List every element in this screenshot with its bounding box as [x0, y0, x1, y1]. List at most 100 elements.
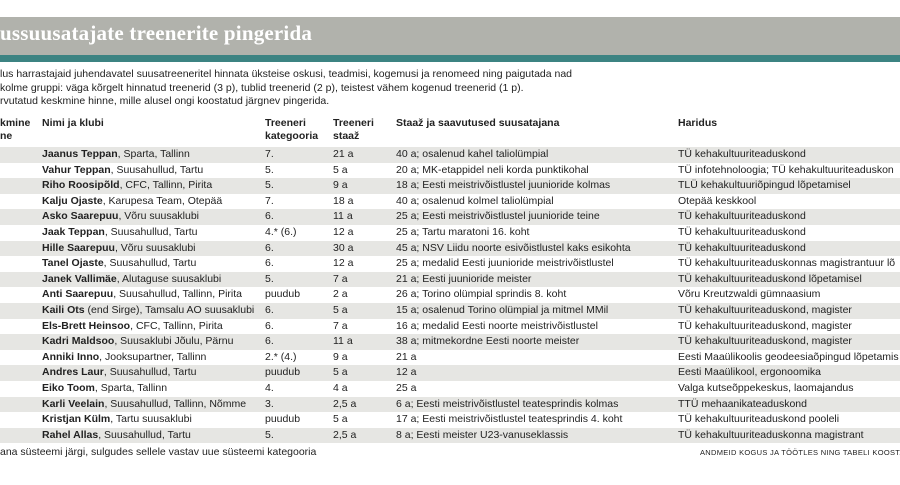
coach-name: Jaak Teppan [42, 225, 105, 238]
tenure-cell: 5 a [333, 413, 348, 426]
achievements-cell: 15 a; osalenud Torino olümpial ja mitmel… [396, 302, 678, 319]
coach-name: Karli Veelain [42, 397, 105, 410]
col-header-category: Treeneri kategooria [265, 117, 319, 142]
name-club-cell: Janek Vallimäe, Alutaguse suusaklubi [42, 271, 265, 288]
table-row: Tanel Ojaste, Suusahullud, Tartu 6. 12 a 25… [0, 256, 900, 272]
name-club-cell: Hille Saarepuu, Võru suusaklubi [42, 240, 265, 257]
col-header-achievements: Staaž ja saavutused suusatajana [396, 117, 560, 129]
club-name: , Suusahullud, Tartu [98, 428, 191, 441]
col-header-name: Nimi ja klubi [42, 117, 104, 129]
coach-name: Hille Saarepuu [42, 241, 115, 254]
category-cell: 6. [265, 209, 333, 225]
name-club-cell: Kaili Ots (end Sirge), Tamsalu AO suusak… [42, 302, 265, 319]
table-row: Hille Saarepuu, Võru suusaklubi 6. 30 a 45 … [0, 240, 900, 257]
education-cell: TÜ kehakultuuriteaduskond [678, 240, 900, 257]
rank-cell [0, 365, 42, 381]
club-name: , Jooksupartner, Tallinn [99, 350, 207, 363]
tenure-cell: 2,5 a [333, 427, 396, 444]
rank-cell [0, 334, 42, 350]
table-row: Kadri Maldsoo, Suusaklubi Jõulu, Pärnu 6.… [0, 334, 900, 350]
rank-cell [0, 396, 42, 413]
name-club-cell: Kristjan Külm, Tartu suusaklubi [42, 412, 265, 428]
table-row: Karli Veelain, Suusahullud, Tallinn, Nõm… [0, 396, 900, 413]
tenure-cell: 9 a [333, 350, 348, 363]
achievements-cell: 38 a; mitmekordne Eesti noorte meister [396, 334, 678, 350]
col-header-education: Haridus [678, 117, 718, 129]
title-bar [0, 17, 900, 55]
club-name: , Sparta, Tallinn [117, 148, 190, 160]
category-cell: 3. [265, 396, 333, 413]
name-club-cell: Anti Saarepuu, Suusahullud, Tallinn, Pir… [42, 287, 265, 303]
coach-name: Kalju Ojaste [42, 194, 103, 207]
achievements-cell: 6 a; Eesti meistrivõistlustel teatesprin… [396, 396, 678, 413]
club-name: , Võru suusaklubi [114, 241, 196, 254]
club-name: , CFC, Tallinn, Pirita [119, 179, 213, 192]
education-cell: TÜ kehakultuuriteaduskonnas magistrantuu… [678, 257, 896, 270]
credit-line: ANDMEID KOGUS JA TÖÖTLES NING TABELI KOO… [700, 448, 900, 457]
club-name: , Tartu suusaklubi [110, 413, 192, 426]
category-cell: 5. [265, 163, 274, 176]
table-row: Eiko Toom, Sparta, Tallinn 4. 4 a 25 a Valga… [0, 381, 900, 397]
tenure-cell: 5 a [333, 302, 396, 319]
category-cell: 7. [265, 194, 274, 207]
rank-cell [0, 412, 42, 428]
education-cell: TÜ kehakultuuriteaduskond pooleli [678, 413, 840, 426]
education-cell: TÜ infotehnoloogia; TÜ kehakultuuriteadu… [678, 163, 894, 176]
category-cell: 5. [265, 178, 333, 194]
category-cell: 5. [265, 271, 333, 288]
achievements-cell: 18 a; Eesti meistrivõistlustel juuniorid… [396, 178, 678, 194]
achievements-cell: 16 a; medalid Eesti noorte meistrivõistl… [396, 319, 598, 332]
intro-line: lus harrastajaid juhendavatel suusatreen… [0, 68, 573, 80]
education-cell: TÜ kehakultuuriteaduskond [678, 225, 806, 238]
category-cell: 5. [265, 427, 333, 444]
tenure-cell: 11 a [333, 334, 396, 350]
achievements-cell: 8 a; Eesti meister U23-vanuseklassis [396, 427, 678, 444]
coach-name: Asko Saarepuu [42, 210, 119, 223]
education-cell: Otepää keskkool [678, 194, 757, 207]
education-cell: TÜ kehakultuuriteaduskond [678, 209, 900, 225]
achievements-cell: 40 a; osalenud kahel taliolümpial [396, 147, 678, 163]
tenure-cell: 5 a [333, 163, 348, 176]
rank-cell [0, 194, 42, 210]
education-cell: Eesti Maaülikool, ergonoomika [678, 365, 900, 381]
table-row: Jaanus Teppan, Sparta, Tallinn 7. 21 a 40 a… [0, 147, 900, 163]
club-name: , Suusahullud, Tartu [103, 257, 197, 270]
tenure-cell: 2,5 a [333, 396, 396, 413]
coach-name: Anti Saarepuu [42, 288, 114, 301]
club-name: , Alutaguse suusaklubi [116, 272, 222, 285]
club-name: , Suusaklubi Jõulu, Pärnu [114, 335, 234, 348]
name-club-cell: Rahel Allas, Suusahullud, Tartu [42, 427, 265, 444]
table-row: Kalju Ojaste, Karupesa Team, Otepää 7. 18 … [0, 194, 900, 210]
coach-name: Kadri Maldsoo [42, 335, 115, 348]
achievements-cell: 26 a; Torino olümpial sprindis 8. koht [396, 288, 567, 301]
category-cell: 6. [265, 257, 274, 270]
coach-name: Vahur Teppan [42, 163, 111, 176]
table-row: Kristjan Külm, Tartu suusaklubi puudub 5 a… [0, 412, 900, 428]
rank-cell [0, 240, 42, 257]
achievements-cell: 25 a [396, 381, 417, 394]
category-cell: puudub [265, 413, 301, 426]
intro-text: lus harrastajaid juhendavatel suusatreen… [0, 68, 900, 109]
club-name: , Sparta, Tallinn [94, 381, 168, 394]
name-club-cell: Tanel Ojaste, Suusahullud, Tartu [42, 256, 265, 272]
rank-cell [0, 256, 42, 272]
category-cell: 6. [265, 302, 333, 319]
category-cell: 6. [265, 240, 333, 257]
coach-name: Anniki Inno [42, 350, 100, 363]
table-header: kmine ne Nimi ja klubi Treeneri kategooria… [0, 115, 900, 147]
coach-name: Tanel Ojaste [42, 257, 104, 270]
rank-cell [0, 178, 42, 194]
education-cell: Eesti Maaülikoolis geodeesiaõpingud lõpe… [678, 350, 899, 363]
education-cell: Valga kutseõppekeskus, laomajandus [678, 381, 854, 394]
achievements-cell: 40 a; osalenud kolmel taliolümpial [396, 194, 554, 207]
category-cell: 7. [265, 147, 333, 163]
coach-name: Els-Brett Heinsoo [42, 319, 131, 332]
tenure-cell: 30 a [333, 240, 396, 257]
rank-cell [0, 427, 42, 444]
table-row: Riho Roosipõld, CFC, Tallinn, Pirita 5. 9 … [0, 178, 900, 194]
achievements-cell: 25 a; Eesti meistrivõistlustel juuniorid… [396, 209, 678, 225]
tenure-cell: 7 a [333, 271, 396, 288]
education-cell: TTÜ mehaanikateaduskond [678, 396, 900, 413]
club-name: (end Sirge), Tamsalu AO suusaklubi [84, 303, 255, 316]
achievements-cell: 45 a; NSV Liidu noorte esivõistlustel ka… [396, 240, 678, 257]
